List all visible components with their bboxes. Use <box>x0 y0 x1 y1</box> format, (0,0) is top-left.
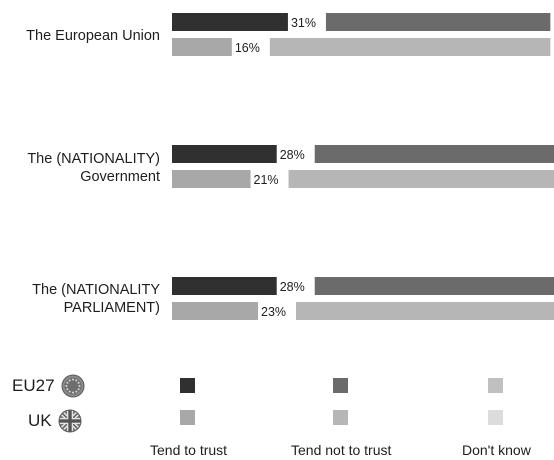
bar-tend-not-to-trust-eu27-2 <box>314 277 554 295</box>
bar-tend-not-to-trust-uk-0 <box>269 38 551 56</box>
legend-group-eu27: EU27 <box>12 376 55 395</box>
legend-swatch-don-t-know-eu27 <box>488 378 503 393</box>
legend-row-uk: UK <box>28 409 82 433</box>
data-label-tend-to-trust-eu27-0: 31% <box>291 16 316 30</box>
legend-swatch-tend-to-trust-uk <box>180 410 195 425</box>
legend-label-tend-not-to-trust: Tend not to trust <box>291 442 392 458</box>
legend-label-tend-to-trust: Tend to trust <box>150 442 228 458</box>
category-label-line: PARLIAMENT) <box>63 300 160 316</box>
bar-tend-to-trust-eu27-2 <box>172 277 277 295</box>
bar-tend-to-trust-uk-2 <box>172 302 259 320</box>
data-label-tend-to-trust-uk-2: 23% <box>261 305 286 319</box>
category-label-1: The (NATIONALITY) Government <box>27 150 160 186</box>
bar-tend-to-trust-eu27-1 <box>172 145 277 163</box>
legend-label-don-t-know: Don't know <box>462 442 531 458</box>
bar-tend-to-trust-uk-0 <box>172 38 232 56</box>
legend-swatch-tend-not-to-trust-uk <box>333 410 348 425</box>
category-label-line: The European Union <box>26 28 160 44</box>
data-label-tend-to-trust-eu27-2: 28% <box>280 280 305 294</box>
data-label-tend-to-trust-uk-0: 16% <box>235 41 260 55</box>
data-label-tend-to-trust-eu27-1: 28% <box>280 148 305 162</box>
legend-swatch-tend-not-to-trust-eu27 <box>333 378 348 393</box>
category-label-0: The European Union <box>26 27 160 45</box>
legend-swatch-tend-to-trust-eu27 <box>180 378 195 393</box>
category-label-line: The (NATIONALITY) <box>27 151 160 167</box>
bar-tend-not-to-trust-uk-2 <box>296 302 554 320</box>
category-label-2: The (NATIONALITY PARLIAMENT) <box>32 281 160 317</box>
category-label-line: The (NATIONALITY <box>32 282 160 298</box>
data-label-tend-to-trust-uk-1: 21% <box>254 173 279 187</box>
eu-flag-icon <box>61 374 85 398</box>
category-label-line: Government <box>80 169 160 185</box>
bar-tend-not-to-trust-eu27-1 <box>314 145 554 163</box>
bar-tend-not-to-trust-eu27-0 <box>325 13 551 31</box>
bar-tend-to-trust-eu27-0 <box>172 13 288 31</box>
legend-group-uk: UK <box>28 411 52 430</box>
bar-tend-not-to-trust-uk-1 <box>288 170 554 188</box>
legend-swatch-don-t-know-uk <box>488 410 503 425</box>
legend-row-eu27: EU27 <box>12 374 85 398</box>
bar-tend-to-trust-uk-1 <box>172 170 251 188</box>
uk-flag-icon <box>58 409 82 433</box>
